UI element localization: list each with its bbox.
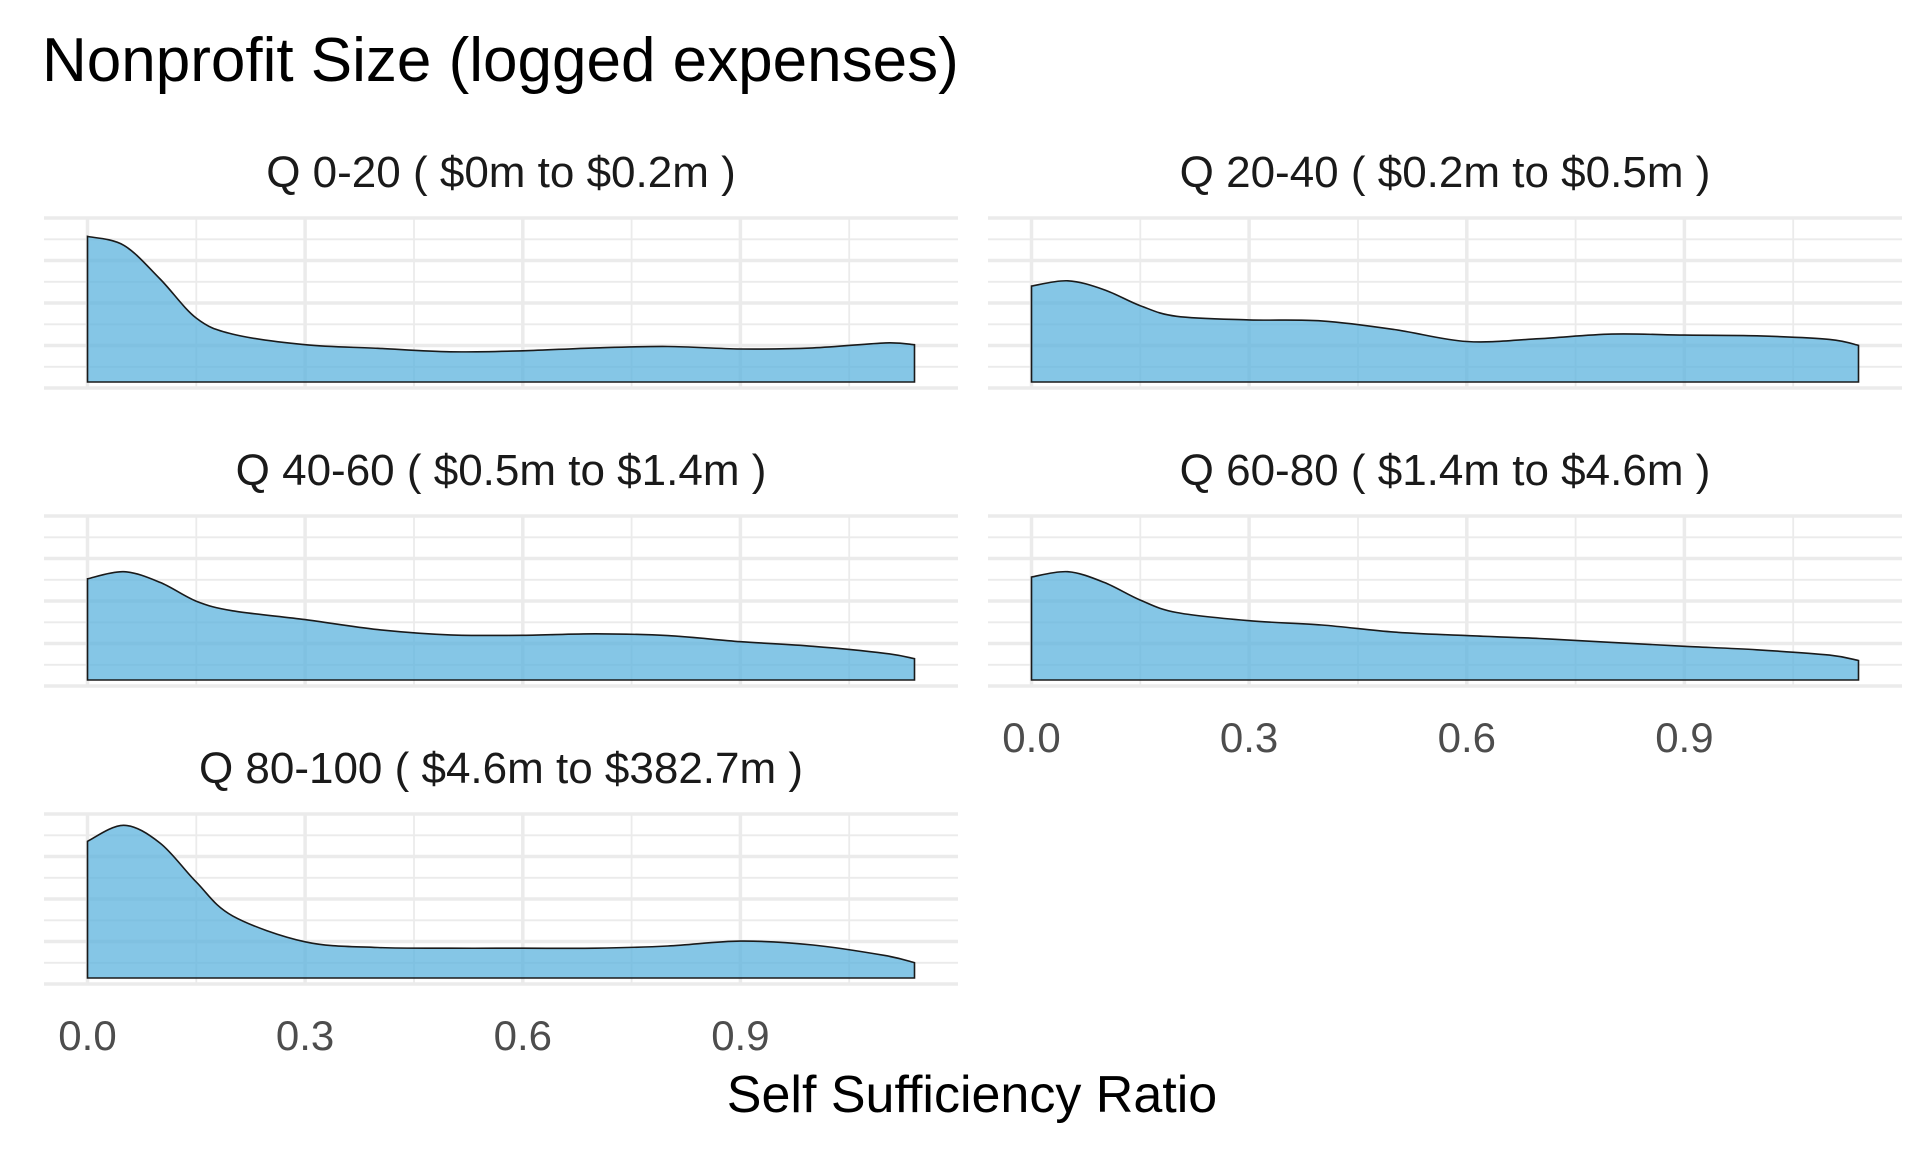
facet-panel-1: Q 0-20 ( $0m to $0.2m ) [44,148,958,390]
facet-panel-2: Q 20-40 ( $0.2m to $0.5m ) [988,148,1902,390]
facet-strip-label: Q 20-40 ( $0.2m to $0.5m ) [1180,148,1711,197]
x-tick-label: 0.9 [711,1012,769,1059]
density-area [1030,279,1860,383]
facet-panel-3: Q 40-60 ( $0.5m to $1.4m ) [44,446,958,688]
facet-panel-5: Q 80-100 ( $4.6m to $382.7m ) [44,744,958,986]
x-tick-label: 0.9 [1655,714,1713,761]
x-tick-label: 0.6 [494,1012,552,1059]
facet-panels: Q 0-20 ( $0m to $0.2m ) Q 20-40 ( $0.2m t… [44,148,1902,986]
x-tick-label: 0.3 [1220,714,1278,761]
x-tick-label: 0.0 [58,1012,116,1059]
chart-title: Nonprofit Size (logged expenses) [42,26,959,95]
x-tick-label: 0.6 [1438,714,1496,761]
density-area [86,235,916,383]
facet-panel-4: Q 60-80 ( $1.4m to $4.6m ) [988,446,1902,688]
density-area [86,570,916,681]
facet-strip-label: Q 40-60 ( $0.5m to $1.4m ) [236,446,767,495]
x-axis-ticks: 0.0 0.3 0.6 0.9 0.0 0.3 0.6 0.9 [58,714,1713,1059]
density-area [1030,570,1860,681]
x-tick-label: 0.0 [1002,714,1060,761]
density-area [86,824,916,979]
x-tick-label: 0.3 [276,1012,334,1059]
facet-strip-label: Q 80-100 ( $4.6m to $382.7m ) [199,744,803,793]
facet-strip-label: Q 60-80 ( $1.4m to $4.6m ) [1180,446,1711,495]
facet-strip-label: Q 0-20 ( $0m to $0.2m ) [266,148,736,197]
x-axis-title: Self Sufficiency Ratio [727,1066,1217,1124]
